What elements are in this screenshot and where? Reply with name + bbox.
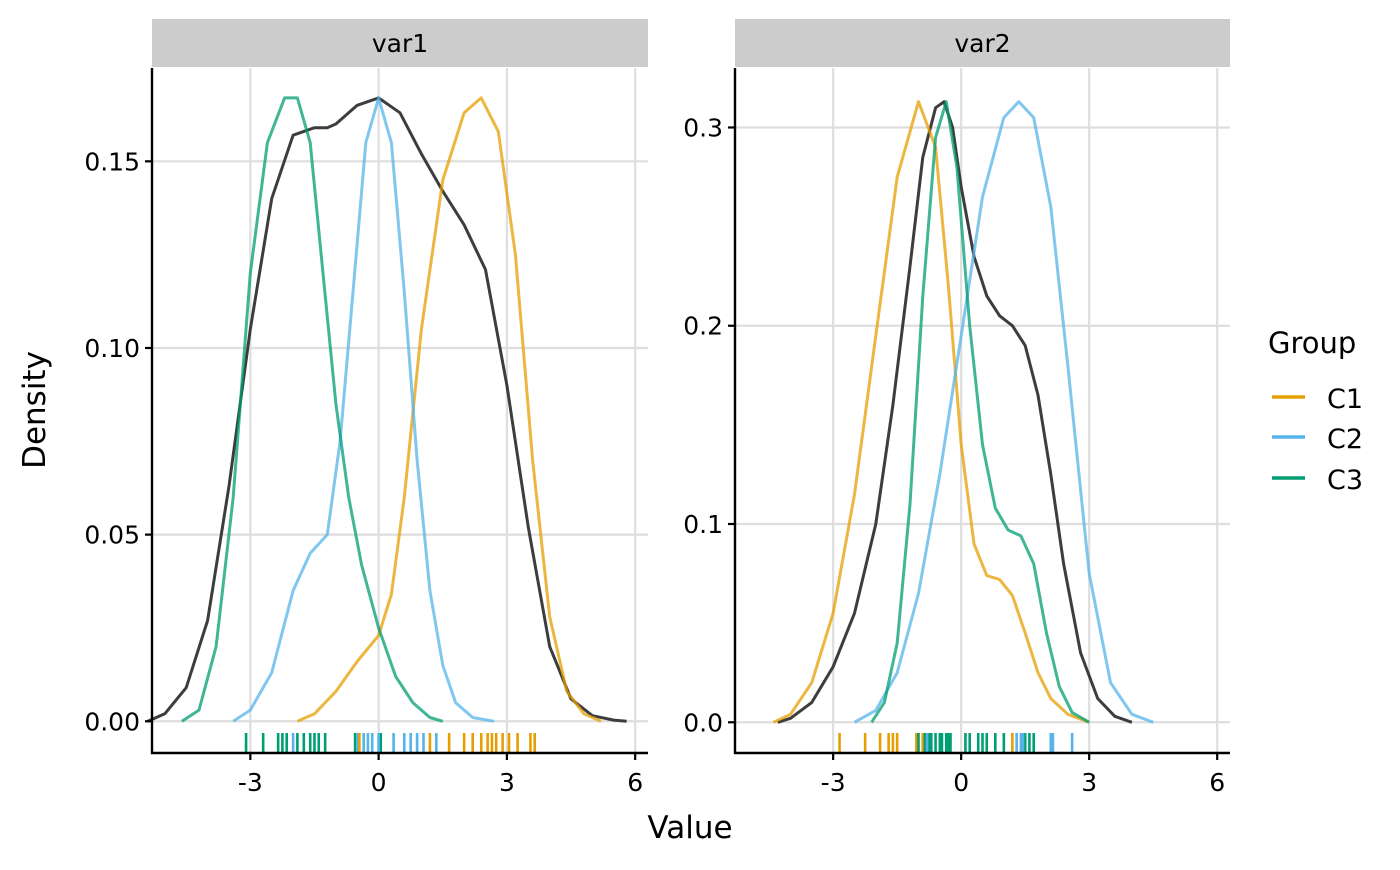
- y-tick-label: 0.0: [683, 708, 723, 737]
- facet-strip-label: var2: [954, 29, 1010, 58]
- density-line-c1: [772, 100, 1090, 724]
- density-line-c2: [853, 100, 1154, 724]
- legend-label-c3: C3: [1327, 465, 1363, 496]
- legend-title: Group: [1268, 326, 1356, 360]
- x-axis-title: Value: [647, 810, 732, 846]
- x-tick-label: 0: [371, 768, 387, 797]
- facet-strip: [152, 19, 648, 67]
- y-tick-label: 0.3: [683, 113, 723, 142]
- x-tick-label: 6: [627, 768, 643, 797]
- legend-item-c3: C3: [1272, 465, 1363, 496]
- density-line-c1: [296, 96, 602, 723]
- y-tick-label: 0.2: [683, 312, 723, 341]
- panel-var2: var2 -3 0 3 6 0.0 0.1 0.2 0.3: [683, 19, 1230, 797]
- legend-item-c1: C1: [1272, 384, 1363, 415]
- facet-strip-label: var1: [372, 29, 428, 58]
- y-tick-label: 0.1: [683, 510, 723, 539]
- y-axis-title: Density: [17, 351, 53, 469]
- density-line-overall: [777, 100, 1133, 724]
- density-line-c3: [870, 100, 1090, 724]
- y-tick-label: 0.00: [84, 707, 140, 736]
- density-line-c3: [181, 96, 444, 723]
- density-line-c2: [232, 96, 495, 723]
- legend-label-c2: C2: [1327, 424, 1363, 455]
- panel-var1: var1 -3 0 3 6 0.00 0.05 0.10 0.15: [84, 19, 648, 797]
- x-tick-label: -3: [238, 768, 263, 797]
- x-tick-label: 0: [953, 768, 969, 797]
- y-tick-label: 0.05: [84, 521, 140, 550]
- x-tick-label: 6: [1209, 768, 1225, 797]
- legend-item-c2: C2: [1272, 424, 1363, 455]
- x-tick-label: -3: [821, 768, 846, 797]
- x-tick-label: 3: [499, 768, 515, 797]
- legend: Group C1 C2 C3: [1268, 326, 1363, 496]
- legend-label-c1: C1: [1327, 384, 1363, 415]
- x-tick-label: 3: [1081, 768, 1097, 797]
- y-tick-label: 0.15: [84, 147, 140, 176]
- facet-strip: [735, 19, 1230, 67]
- y-tick-label: 0.10: [84, 334, 140, 363]
- facet-panels: var1 -3 0 3 6 0.00 0.05 0.10 0.15 var2 -3 0 3 6 0.0 0.1…: [84, 19, 1230, 797]
